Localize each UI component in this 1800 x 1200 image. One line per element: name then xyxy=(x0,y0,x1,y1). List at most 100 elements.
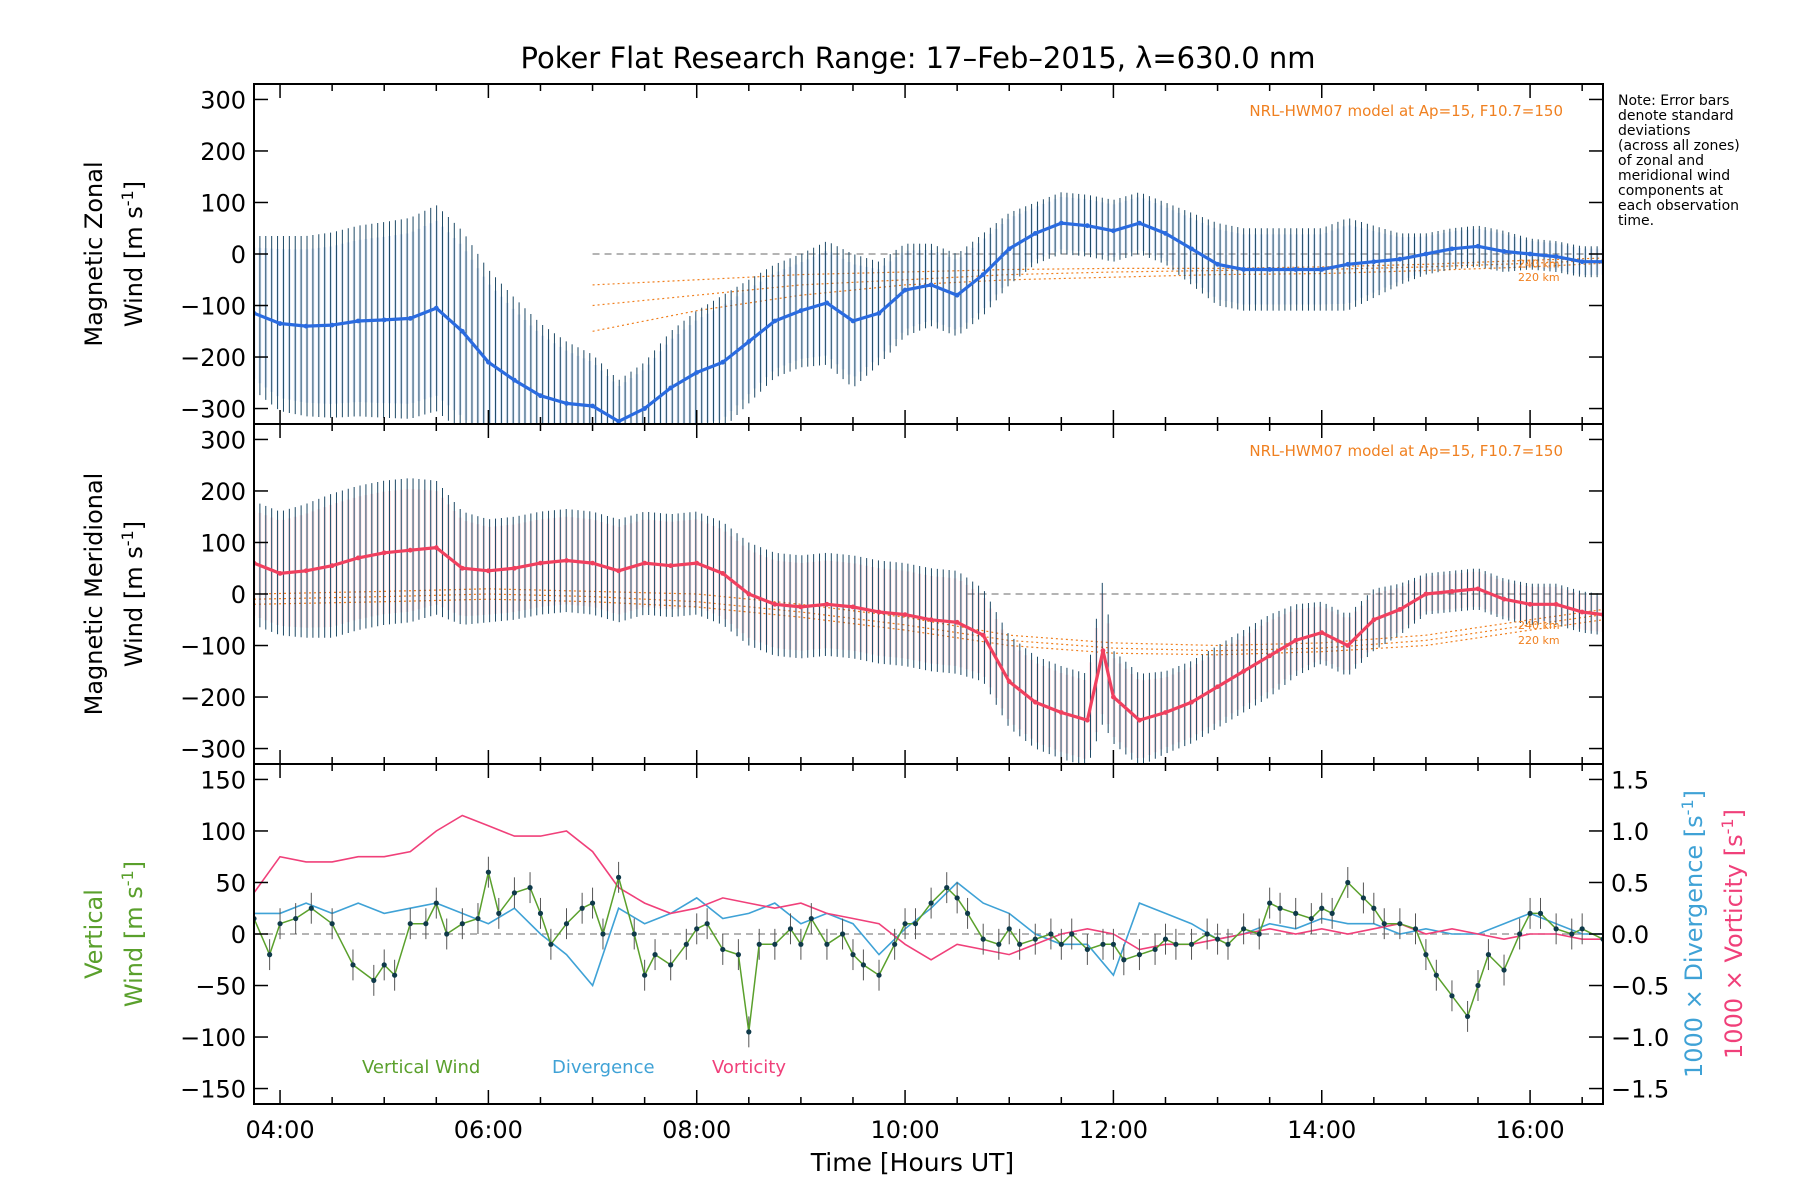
vertical-wind-point xyxy=(1464,1013,1471,1020)
mean-wind-point xyxy=(538,560,543,566)
vertical-wind-point xyxy=(1188,941,1195,947)
mean-wind-point xyxy=(902,287,908,293)
plot-area xyxy=(254,814,1603,1048)
vertical-wind-point xyxy=(615,874,622,880)
mean-wind-point xyxy=(1241,267,1247,272)
mean-wind-point xyxy=(590,560,595,566)
mean-wind-point xyxy=(1267,267,1273,272)
plot-area xyxy=(254,192,1603,424)
vertical-wind-point xyxy=(459,921,465,927)
y-tick-label: 300 xyxy=(200,86,246,114)
mean-wind-point xyxy=(772,601,778,607)
mean-wind-point xyxy=(1579,259,1585,265)
error-bar-note: Note: Error bars denote standard deviation… xyxy=(1618,94,1796,229)
vertical-wind-point xyxy=(1517,931,1523,937)
divergence-axis-label-superscript: -1 xyxy=(1678,799,1697,815)
mean-wind-point xyxy=(798,308,804,314)
mean-wind-point xyxy=(642,560,648,566)
mean-wind-point xyxy=(694,370,700,375)
vertical-wind-point xyxy=(1006,926,1012,932)
note-line: denote standard xyxy=(1618,108,1734,124)
y2-tick-label: 0.5 xyxy=(1611,869,1649,897)
vertical-wind-point xyxy=(1360,895,1367,901)
mean-wind-point xyxy=(1137,717,1142,723)
mean-wind-point xyxy=(1189,246,1194,252)
vertical-wind-point xyxy=(1308,915,1314,922)
mean-wind-point xyxy=(720,570,726,576)
mean-wind-point xyxy=(485,568,491,574)
mean-wind-point xyxy=(1137,220,1142,226)
y2-tick-label: 1.5 xyxy=(1611,766,1649,794)
vertical-wind-point xyxy=(876,972,882,978)
mean-wind-point xyxy=(720,359,726,365)
mean-wind-point xyxy=(1058,710,1064,715)
mean-wind-point xyxy=(485,359,491,365)
plot-area xyxy=(254,478,1603,764)
vertical-wind-point xyxy=(980,936,986,942)
model-curve xyxy=(592,257,1603,286)
y-tick-label: −150 xyxy=(180,1076,246,1104)
ylabel-superscript: -1 xyxy=(118,190,137,206)
note-line: components at xyxy=(1618,183,1724,199)
ylabel-text: Wind [m s xyxy=(120,206,148,327)
vertical-wind-point xyxy=(1032,936,1038,942)
vertical-wind-point xyxy=(746,1029,752,1035)
note-line: time. xyxy=(1618,213,1655,229)
mean-wind-point xyxy=(1293,637,1299,643)
y-tick-label: 150 xyxy=(200,766,246,794)
vertical-wind-point xyxy=(1293,910,1299,916)
vertical-wind-point xyxy=(511,890,518,896)
meridional-panel: 300 200 100 0 −100 −200 −300 Magnetic Meridiona… xyxy=(80,423,1604,765)
mean-wind-line xyxy=(254,221,1603,423)
vertical-wind-point xyxy=(1204,931,1210,937)
vorticity-axis-label-superscript: -1 xyxy=(1718,818,1737,834)
mean-wind-point xyxy=(433,305,439,311)
vorticity-line xyxy=(254,814,1603,961)
mean-wind-point xyxy=(1111,694,1116,700)
x-tick-label: 10:00 xyxy=(870,1116,939,1144)
mean-wind-point xyxy=(407,315,413,321)
y-tick-label: −100 xyxy=(180,293,246,321)
vertical-wind-point xyxy=(308,905,314,911)
vertical-wind-point xyxy=(267,952,273,958)
vertical-wind-point xyxy=(423,921,429,927)
y2-tick-label: −1.0 xyxy=(1611,1024,1669,1052)
y-tick-label: −100 xyxy=(180,1024,246,1052)
vertical-wind-point xyxy=(1017,941,1023,947)
vertical-wind-point xyxy=(772,941,778,947)
mean-wind-point xyxy=(1319,630,1325,636)
vertical-wind-point xyxy=(1319,905,1325,911)
vertical-wind-point xyxy=(756,941,762,947)
vertical-wind-point xyxy=(563,921,570,927)
vertical-wind-point xyxy=(329,921,335,927)
vertical-wind-point xyxy=(944,885,950,891)
vertical-wind-point xyxy=(720,946,726,953)
mean-wind-point xyxy=(1189,699,1194,705)
vertical-wind-point xyxy=(892,941,898,947)
mean-wind-point xyxy=(512,377,517,383)
mean-wind-point xyxy=(1006,246,1012,252)
vertical-wind-point xyxy=(1433,972,1439,978)
mean-wind-point xyxy=(980,272,986,278)
vertical-wind-point xyxy=(350,962,356,968)
mean-wind-point xyxy=(564,558,569,563)
mean-wind-point xyxy=(1501,249,1507,254)
vertical-wind-point xyxy=(1214,936,1221,942)
y-tick-label: −50 xyxy=(195,973,246,1001)
vertical-wind-point xyxy=(1527,910,1533,916)
note-line: Note: Error bars xyxy=(1618,93,1730,109)
mean-wind-point xyxy=(616,419,621,424)
vertical-wind-point xyxy=(1256,931,1262,937)
vertical-wind-point xyxy=(668,962,674,968)
mean-wind-point xyxy=(1579,609,1585,615)
model-altitude-label: 220 km xyxy=(1518,634,1560,647)
vertical-wind-point xyxy=(1553,926,1559,932)
note-line: deviations xyxy=(1618,123,1691,139)
vertical-wind-point xyxy=(1152,946,1158,953)
vertical-wind-point xyxy=(642,972,648,978)
chart-title: Poker Flat Research Range: 17–Feb–2015, … xyxy=(521,41,1316,75)
vertical-wind-point xyxy=(1069,931,1075,937)
y-axis-label-line1: Magnetic Zonal xyxy=(80,161,108,346)
mean-wind-point xyxy=(303,568,309,574)
